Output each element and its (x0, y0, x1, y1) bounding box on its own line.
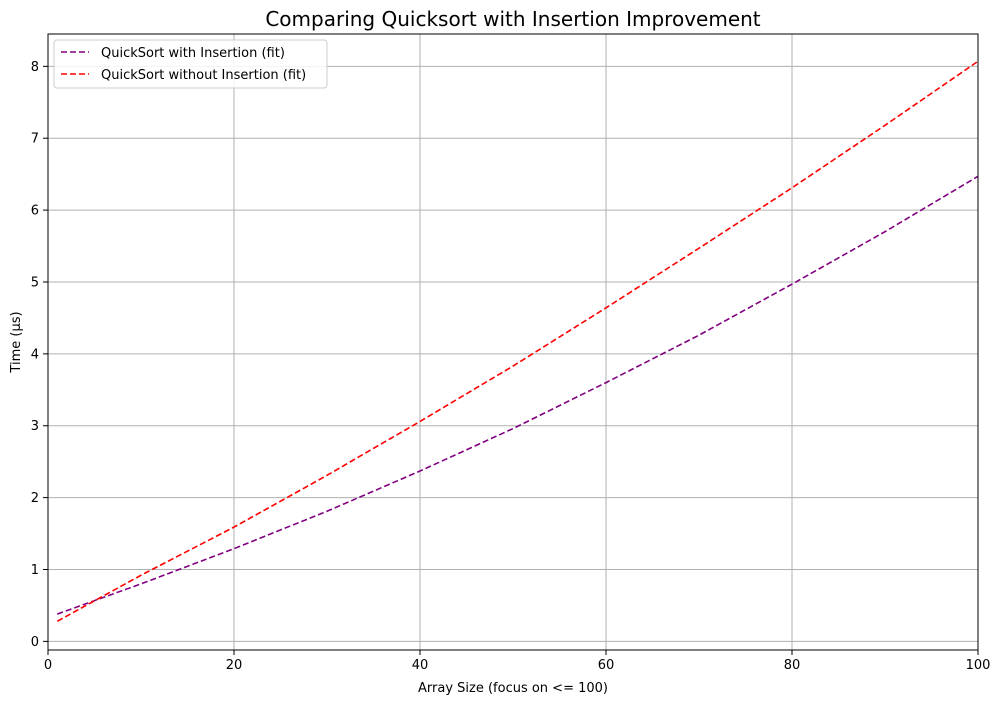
y-tick-label: 4 (31, 347, 39, 362)
x-tick-label: 0 (44, 658, 52, 673)
x-tick-label: 80 (784, 658, 801, 673)
legend-label-without-insertion: QuickSort without Insertion (fit) (101, 68, 306, 83)
legend-label-with-insertion: QuickSort with Insertion (fit) (101, 46, 285, 61)
y-tick-label: 7 (31, 132, 39, 147)
series-line-0 (57, 175, 979, 615)
x-tick-label: 100 (966, 658, 991, 673)
y-tick-label: 0 (31, 635, 39, 650)
x-tick-label: 40 (412, 658, 429, 673)
legend-box (53, 39, 328, 89)
x-tick-label: 20 (226, 658, 243, 673)
y-tick-label: 3 (31, 419, 39, 434)
legend: QuickSort with Insertion (fit) QuickSort… (53, 39, 328, 89)
y-tick-label: 5 (31, 275, 39, 290)
y-axis-label: Time (µs) (9, 311, 24, 373)
series-layer (56, 60, 979, 622)
y-tick-label: 1 (31, 563, 39, 578)
chart-title: Comparing Quicksort with Insertion Impro… (265, 7, 760, 31)
series-line-1 (56, 60, 979, 622)
x-axis-label: Array Size (focus on <= 100) (418, 681, 608, 696)
plot-frame (47, 33, 979, 651)
x-axis-ticks: 0 20 40 60 80 100 (44, 650, 991, 673)
y-axis-ticks: 0 1 2 3 4 5 6 7 8 (31, 60, 48, 650)
y-tick-label: 2 (31, 491, 39, 506)
y-tick-label: 6 (31, 204, 39, 219)
x-tick-label: 60 (598, 658, 615, 673)
y-tick-label: 8 (31, 60, 39, 75)
